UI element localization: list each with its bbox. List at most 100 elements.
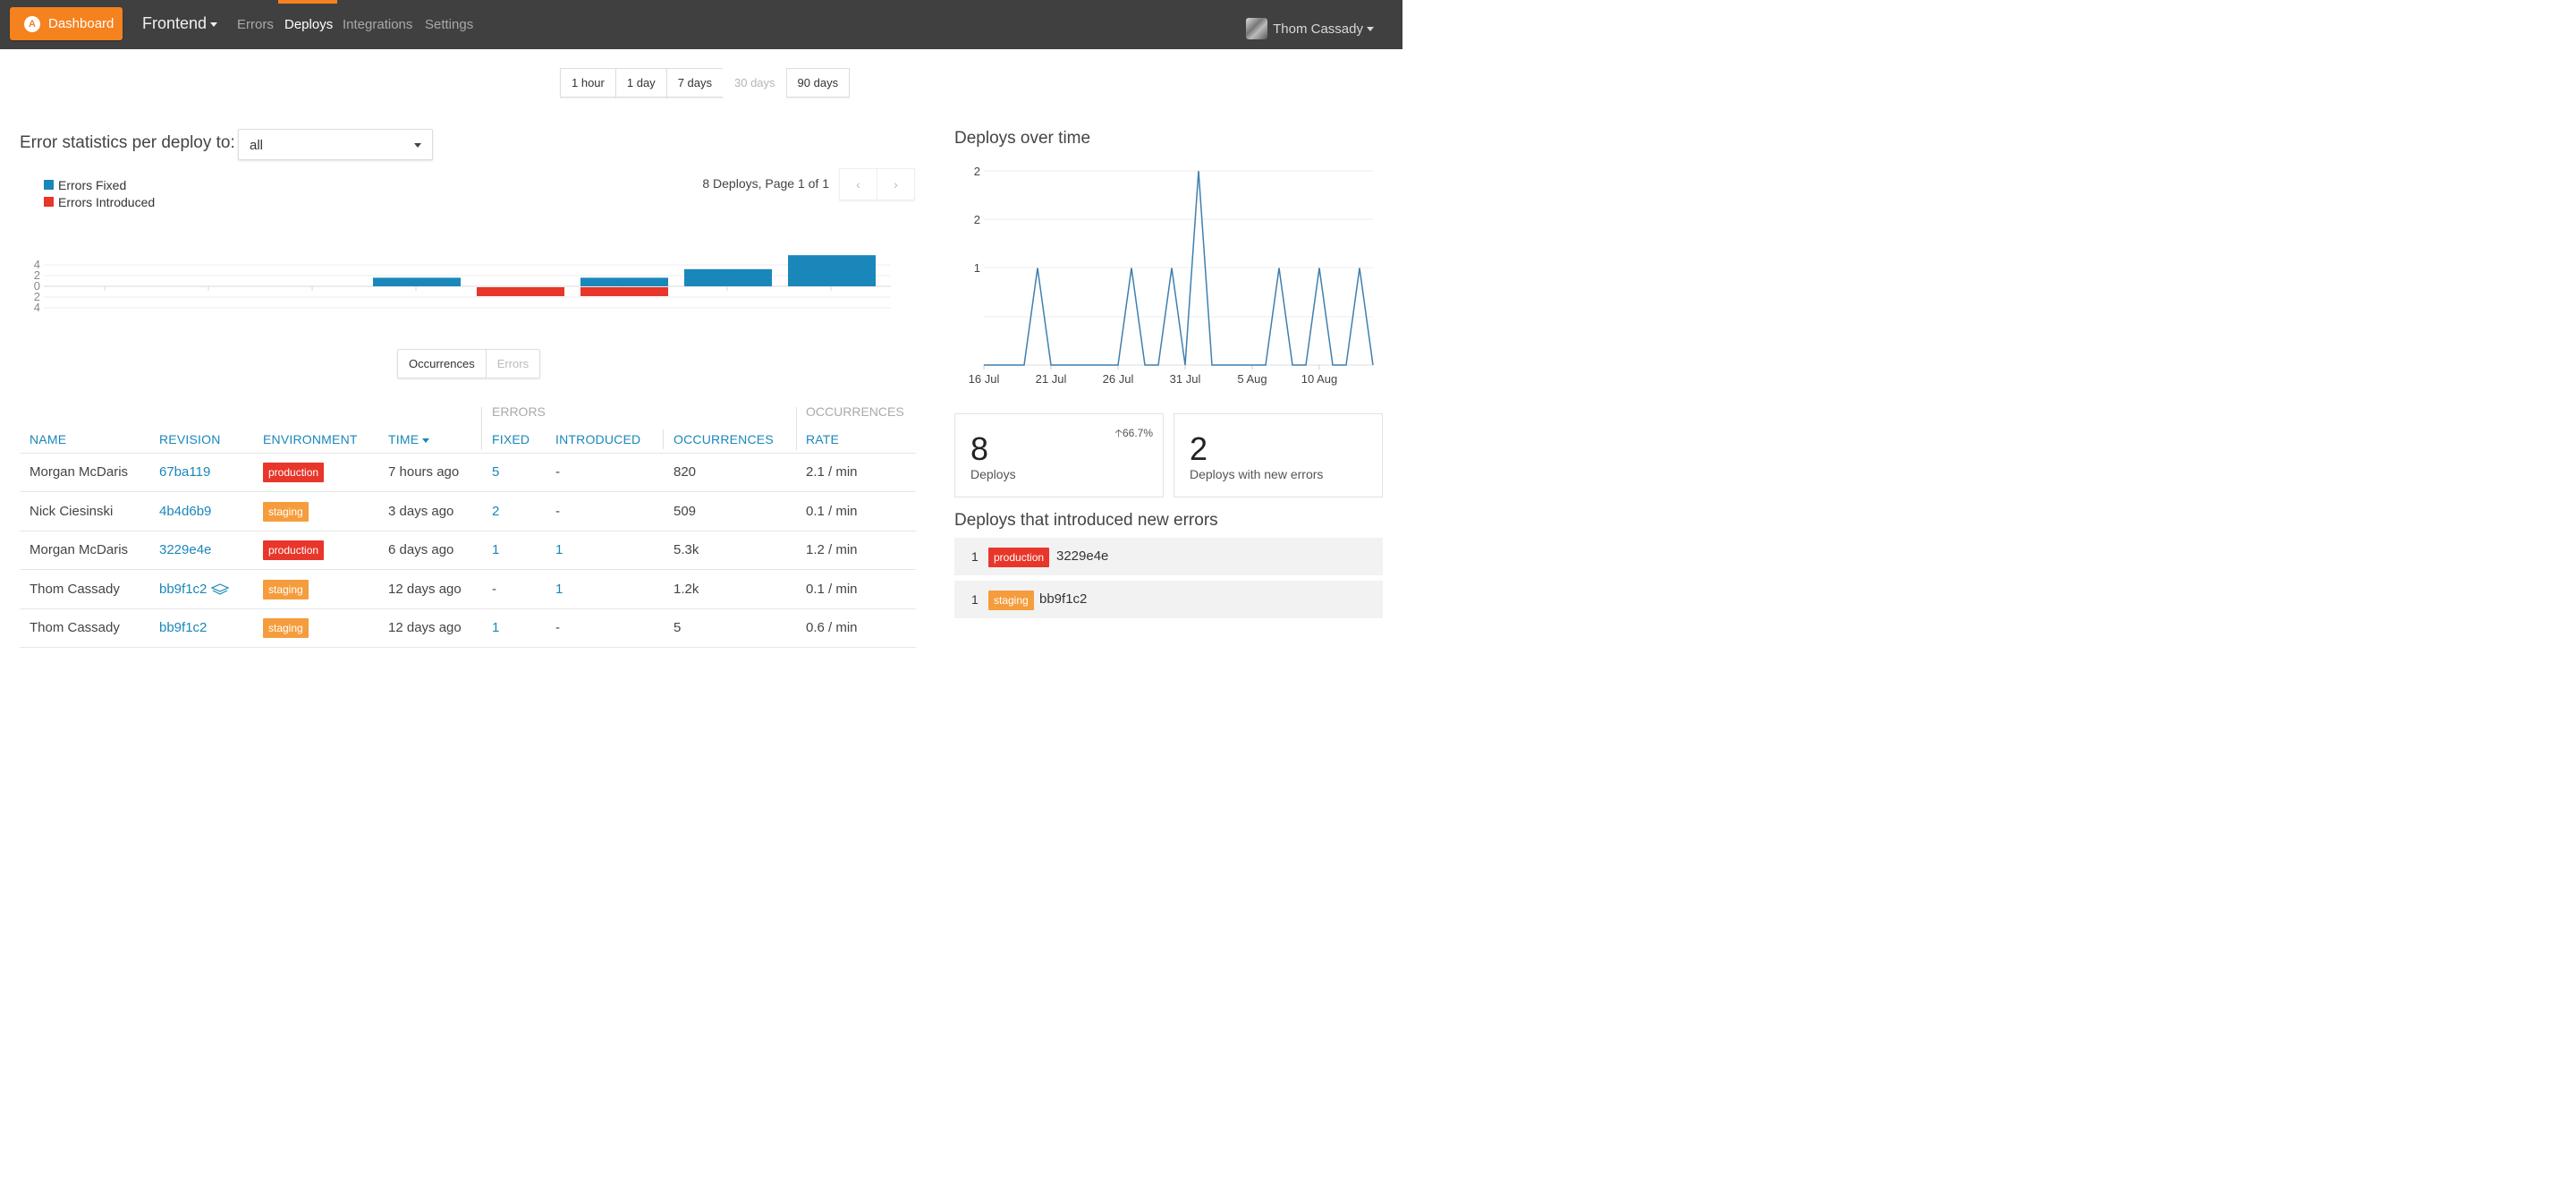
environment-badge: staging [988,591,1034,610]
environment-badge: staging [263,580,309,599]
y-tick-label: 4 [34,301,40,314]
error-stats-title: Error statistics per deploy to: [20,133,235,152]
bar-chart-legend: Errors Fixed Errors Introduced [44,176,155,210]
range-30-days-button[interactable]: 30 days [723,68,787,98]
bar-errors-introduced [477,287,564,296]
arrow-up-icon: 🡡 [1114,427,1123,439]
cell-revision-link[interactable]: bb9f1c2 [159,582,230,597]
deploys-kpi-card: 8 Deploys 🡡66.7% [954,413,1164,497]
y-tick-label: 2 [34,268,40,282]
x-tick-label: 26 Jul [1103,372,1134,386]
cell-rate: 1.2 / min [806,542,858,557]
user-menu[interactable]: Thom Cassady [1246,18,1374,39]
col-header-environment[interactable]: ENVIRONMENT [263,432,358,446]
cell-name: Morgan McDaris [30,542,129,557]
column-divider [481,407,482,450]
cell-occurrences: 5 [674,620,682,635]
top-navbar: A Dashboard Frontend Errors Deploys Inte… [0,0,1402,49]
table-row[interactable]: Nick Ciesinski 4b4d6b9 staging 3 days ag… [20,492,916,531]
y-tick-label: 4 [34,258,40,271]
col-header-revision[interactable]: REVISION [159,432,221,446]
legend-item-fixed: Errors Fixed [44,176,155,193]
cell-name: Nick Ciesinski [30,504,114,519]
nav-link-settings[interactable]: Settings [425,17,474,32]
col-header-introduced[interactable]: INTRODUCED [555,432,641,446]
cell-rate: 2.1 / min [806,464,858,480]
bar-errors-fixed [373,277,461,286]
chevron-right-icon[interactable]: › [877,169,914,200]
x-tick-label: 31 Jul [1170,372,1201,386]
intro-count: 1 [971,549,979,564]
app-logo-icon: A [24,15,40,32]
col-header-rate[interactable]: RATE [806,432,840,446]
cell-introduced-link[interactable]: 1 [555,582,564,597]
bar-errors-fixed [684,268,772,286]
col-header-time[interactable]: TIME [388,432,430,446]
sort-desc-icon [422,438,430,443]
cell-introduced: - [555,620,560,635]
range-1-day-button[interactable]: 1 day [614,68,667,98]
deploys-series-line [984,170,1374,366]
project-switcher[interactable]: Frontend [142,14,218,33]
legend-label-introduced: Errors Introduced [58,194,156,209]
cell-fixed-link[interactable]: 1 [492,620,500,635]
table-row[interactable]: Morgan McDaris 67ba119 production 7 hour… [20,453,916,492]
metric-toggle: Occurrences Errors [397,349,541,378]
cell-revision-link[interactable]: 67ba119 [159,464,211,480]
col-header-occurrences[interactable]: OCCURRENCES [674,432,774,446]
column-divider [796,407,797,450]
column-divider [663,429,664,449]
nav-link-errors[interactable]: Errors [237,17,274,32]
toggle-occurrences[interactable]: Occurrences [398,350,487,378]
time-range-selector: 1 hour 1 day 7 days 30 days 90 days [560,68,851,98]
cell-time: 6 days ago [388,542,454,557]
list-item[interactable]: 1 production 3229e4e [954,538,1383,575]
environment-badge: production [263,463,325,482]
toggle-errors[interactable]: Errors [496,357,530,370]
deploys-kpi-label: Deploys [970,467,1016,481]
nav-link-deploys[interactable]: Deploys [284,17,334,32]
range-90-days-button[interactable]: 90 days [785,68,851,98]
dashboard-button[interactable]: A Dashboard [10,7,123,40]
nav-link-integrations[interactable]: Integrations [343,17,413,32]
chevron-left-icon[interactable]: ‹ [856,177,860,191]
project-name: Frontend [142,14,208,32]
cell-fixed-link[interactable]: 5 [492,464,500,480]
range-1-hour-button[interactable]: 1 hour [560,68,616,98]
chevron-down-icon [414,143,421,148]
cell-time: 3 days ago [388,504,454,519]
legend-swatch-introduced [44,197,54,207]
cell-time: 12 days ago [388,582,462,597]
deploys-table-header: NAME REVISION ENVIRONMENT TIME FIXED INT… [20,429,916,454]
cell-introduced-link[interactable]: 1 [555,542,564,557]
list-item[interactable]: 1 staging bb9f1c2 [954,581,1383,618]
chevron-down-icon [210,21,218,27]
col-header-fixed[interactable]: FIXED [492,432,530,446]
y-tick-label: 2 [34,290,40,303]
intro-count: 1 [971,592,979,607]
cell-fixed-link[interactable]: 1 [492,542,500,557]
deploys-with-errors-kpi-value: 2 [1190,430,1208,467]
table-row[interactable]: Morgan McDaris 3229e4e production 6 days… [20,531,916,570]
deploys-with-errors-kpi-card: 2 Deploys with new errors [1174,413,1383,497]
cell-introduced: - [555,504,560,519]
cell-rate: 0.6 / min [806,620,858,635]
table-row[interactable]: Thom Cassady bb9f1c2 staging 12 days ago… [20,570,916,609]
cell-revision-link[interactable]: 4b4d6b9 [159,504,212,519]
cell-occurrences: 509 [674,504,697,519]
cell-revision-link[interactable]: bb9f1c2 [159,620,208,635]
range-7-days-button[interactable]: 7 days [665,68,724,98]
table-row[interactable]: Thom Cassady bb9f1c2 staging 12 days ago… [20,608,916,648]
y-tick-label: 2 [974,213,980,226]
cell-revision-text: bb9f1c2 [159,582,208,597]
cell-revision-link[interactable]: 3229e4e [159,542,212,557]
bar-errors-fixed [580,277,668,286]
x-tick-label: 16 Jul [969,372,1000,386]
cell-rate: 0.1 / min [806,504,858,519]
col-header-name[interactable]: NAME [30,432,67,446]
environment-select[interactable]: all [238,129,433,160]
x-tick-label: 21 Jul [1036,372,1067,386]
cell-fixed-link[interactable]: 2 [492,504,500,519]
y-tick-label: 1 [974,261,980,275]
dashboard-button-label: Dashboard [48,16,114,31]
